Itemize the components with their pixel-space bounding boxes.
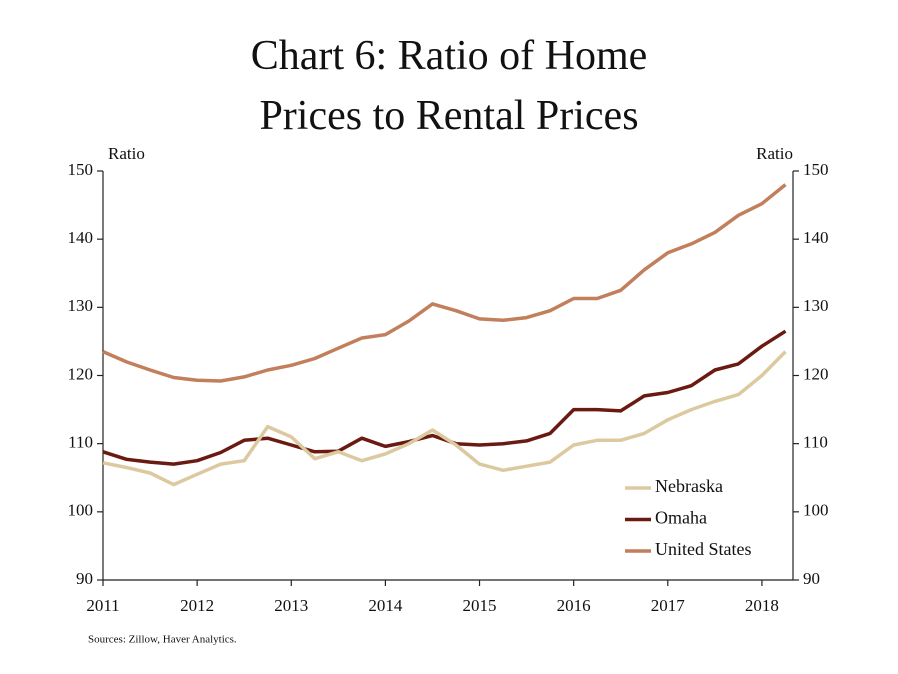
- x-tick-label: 2012: [180, 596, 214, 615]
- y-tick-label: 120: [68, 364, 94, 383]
- x-tick-label: 2014: [368, 596, 403, 615]
- legend-label: Nebraska: [655, 476, 723, 496]
- legend-label: Omaha: [655, 508, 707, 528]
- chart-title: Chart 6: Ratio of Home Prices to Rental …: [250, 33, 648, 139]
- y2-tick-label: 130: [803, 296, 829, 315]
- y-tick-label: 150: [68, 160, 94, 179]
- y2-tick-label: 140: [803, 228, 829, 247]
- y-tick-label: 130: [68, 296, 94, 315]
- y2-tick-label: 100: [803, 501, 829, 520]
- y-tick-label: 90: [76, 569, 93, 588]
- y2-tick-label: 90: [803, 569, 820, 588]
- x-tick-label: 2016: [557, 596, 591, 615]
- y-axis-label: Ratio: [108, 144, 145, 163]
- x-tick-label: 2015: [463, 596, 497, 615]
- x-tick-label: 2018: [745, 596, 779, 615]
- legend-label: United States: [655, 539, 752, 559]
- y2-tick-label: 150: [803, 160, 829, 179]
- source-note: Sources: Zillow, Haver Analytics.: [88, 634, 237, 646]
- x-tick-label: 2011: [86, 596, 119, 615]
- y2-tick-label: 120: [803, 364, 829, 383]
- series-line: [102, 350, 787, 487]
- x-tick-label: 2017: [651, 596, 686, 615]
- y2-tick-label: 110: [803, 433, 828, 452]
- y-tick-label: 140: [68, 228, 94, 247]
- x-tick-label: 2013: [274, 596, 308, 615]
- series-line: [102, 329, 787, 466]
- y-tick-label: 110: [68, 433, 93, 452]
- y-tick-label: 100: [68, 501, 94, 520]
- series-line: [102, 183, 787, 383]
- y2-axis-label: Ratio: [756, 144, 793, 163]
